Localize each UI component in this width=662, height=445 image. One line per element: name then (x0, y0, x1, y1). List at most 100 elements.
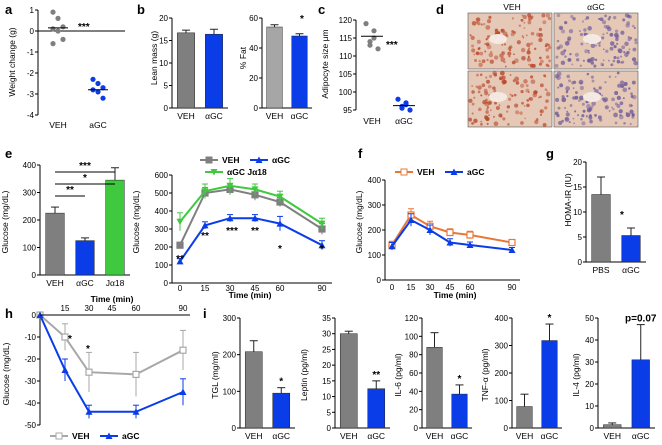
histology-cell (530, 31, 535, 36)
histology-cell (507, 123, 510, 126)
histology-cell (470, 35, 475, 41)
histology-cell (565, 86, 570, 91)
panel-letter-e: e (5, 146, 12, 161)
histology-cell (578, 99, 581, 103)
panel-i4-ylabel: TNF-α (pg/ml) (480, 348, 490, 401)
histology-cell (631, 80, 636, 85)
histology-cell (538, 96, 540, 99)
histology-cell (486, 106, 490, 109)
histology-cell (572, 96, 576, 100)
f-point (426, 226, 434, 233)
e2-sig-label: * (320, 244, 324, 255)
a-point (50, 41, 56, 47)
histology-cell (493, 89, 497, 93)
histology-cell (601, 20, 607, 25)
histology-cell (489, 59, 495, 64)
histology-cell (507, 51, 512, 56)
histology-cell (471, 48, 476, 53)
histology-cell (556, 13, 561, 18)
histology-cell (526, 103, 530, 108)
histology-cell (528, 47, 531, 50)
panel-letter-g: g (546, 146, 554, 161)
i1-ytick-label: 100 (223, 387, 237, 396)
histology-cell (545, 91, 551, 97)
f-series-line (391, 213, 513, 246)
histology-cell (493, 121, 499, 127)
b1-ytick-label: 15 (159, 37, 168, 46)
e1-xtick-label: Jα18 (106, 278, 125, 288)
histology-cell (610, 63, 614, 67)
b2-bar (291, 35, 308, 109)
a-point (100, 95, 106, 101)
histology-cell (523, 79, 528, 84)
histology-cell (547, 16, 552, 21)
e2-ytick-label: 300 (155, 225, 169, 234)
i2-ytick-label: 25 (322, 345, 331, 354)
panel-e2-ylabel: Glucose (mg/dL) (131, 190, 141, 253)
histology-cell (515, 81, 520, 85)
b1-ytick-label: 0 (164, 104, 169, 113)
histology-cell (558, 25, 564, 31)
h-series-line (39, 314, 184, 413)
histology-cell (631, 115, 635, 119)
i1-xtick-label: VEH (245, 431, 262, 441)
panel-b2-ylabel: % Fat (238, 46, 248, 69)
histology-cell (594, 88, 599, 94)
panel-i4-chart: 400 300 200 100 0 VEH αGC * (495, 313, 562, 441)
histology-cell (471, 102, 475, 106)
g-ytick-label: 10 (573, 208, 582, 217)
i5-significance: p=0.07 (625, 314, 657, 325)
histology-cell (590, 61, 595, 65)
histology-cell (601, 36, 605, 40)
c-point (363, 21, 369, 27)
histology-cell (499, 70, 505, 76)
histology-cell (539, 113, 543, 116)
e2-point (276, 220, 284, 227)
histology-cell (515, 110, 520, 115)
i4-ytick-label: 300 (495, 342, 509, 351)
histology-cell (530, 79, 536, 85)
e1-sig-label: * (83, 173, 87, 184)
histology-cell (630, 104, 633, 107)
histology-cell (539, 33, 543, 36)
h-ytick-label: -40 (24, 399, 36, 408)
histology-cell (530, 75, 534, 79)
i5-xtick-label: αGC (632, 431, 650, 441)
panel-g-chart: 20 15 10 5 0 PBS αGC (573, 158, 646, 275)
e2-series-line (179, 184, 323, 225)
f-xtick-label: 30 (426, 283, 435, 292)
histology-cell (488, 15, 492, 19)
histology-cell (478, 59, 481, 63)
histology-cell (523, 21, 526, 24)
a-point (60, 36, 66, 43)
histology-cell (544, 88, 548, 91)
panel-f-xlabel: Time (min) (434, 290, 477, 300)
histology-cell (501, 51, 506, 55)
a-point (100, 85, 106, 91)
f-ytick-label: 200 (368, 226, 382, 235)
histology-cell (477, 21, 481, 26)
histology-cell (505, 34, 509, 38)
histology-cell (587, 49, 590, 52)
histology-cell (486, 58, 489, 62)
h-legend-label: aGC (122, 431, 139, 441)
histology-cell (545, 48, 549, 52)
panel-f-legend: VEH aGC (395, 167, 484, 177)
histology-cell (604, 81, 607, 84)
panel-h: h Glucose (mg/dL) Time (min) 0 -10 -20 -30 -… (1, 294, 190, 441)
e2-point (226, 214, 234, 222)
histology-cell (587, 51, 590, 54)
histology-cell (522, 14, 527, 20)
histology-cell (609, 41, 615, 46)
c-ytick-label: 95 (343, 106, 352, 115)
i3-significance: * (458, 374, 462, 385)
h-ytick-label: 0 (32, 311, 37, 320)
histology-cell (563, 106, 567, 110)
c-point (407, 107, 413, 113)
f-xtick-label: 0 (390, 283, 395, 292)
c-xtick-label: αGC (395, 116, 413, 126)
histology-cell (588, 114, 592, 118)
histology-cell (498, 104, 501, 106)
histology-cell (545, 13, 551, 18)
histology-cell (591, 79, 595, 83)
